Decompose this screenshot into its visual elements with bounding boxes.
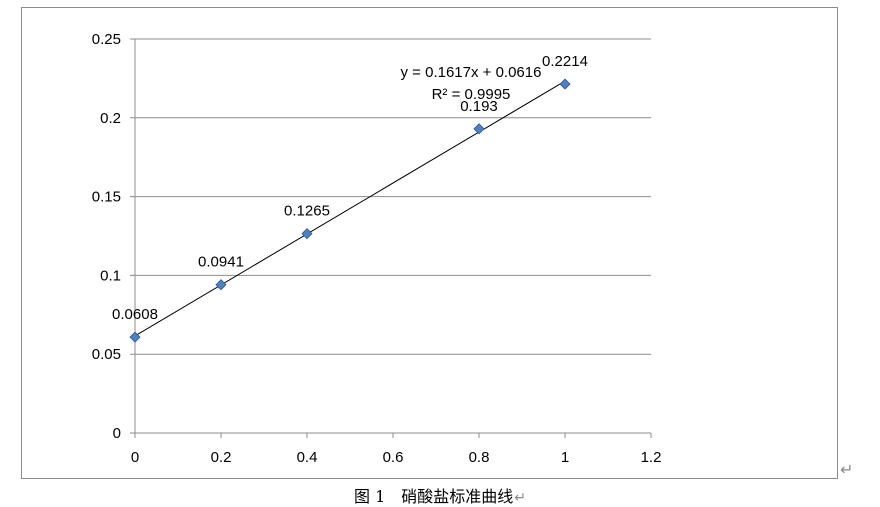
x-tick-label: 0.2 <box>211 449 232 466</box>
caption-text: 图 1 硝酸盐标准曲线 <box>353 487 514 506</box>
data-label: 0.2214 <box>542 53 588 70</box>
data-point <box>129 331 141 343</box>
x-tick-label: 0.8 <box>469 449 490 466</box>
data-point <box>473 123 485 135</box>
paragraph-mark: ↵ <box>514 490 526 506</box>
trendline <box>134 80 566 337</box>
x-tick-label: 0.4 <box>297 449 318 466</box>
x-tick-label: 1.2 <box>641 449 662 466</box>
y-tick-label: 0.25 <box>92 31 121 48</box>
trendline-r-squared: R² = 0.9995 <box>432 86 511 103</box>
edge-paragraph-mark: ↵ <box>840 460 854 479</box>
trendline-equation: y = 0.1617x + 0.0616 <box>401 64 542 81</box>
chart-area <box>21 7 838 479</box>
x-tick-label: 0.6 <box>383 449 404 466</box>
y-tick-label: 0.05 <box>92 346 121 363</box>
data-point <box>301 228 313 240</box>
y-tick-label: 0.2 <box>100 110 121 127</box>
data-point <box>559 78 571 90</box>
data-point <box>215 279 227 291</box>
data-label: 0.0608 <box>112 306 158 323</box>
figure-caption: 图 1 硝酸盐标准曲线↵ <box>0 483 880 507</box>
y-tick-label: 0.15 <box>92 189 121 206</box>
x-tick-label: 1 <box>561 449 569 466</box>
x-tick-label: 0 <box>131 449 139 466</box>
data-label: 0.0941 <box>198 254 244 271</box>
y-tick-label: 0.1 <box>100 267 121 284</box>
y-tick-label: 0 <box>113 425 121 442</box>
data-label: 0.1265 <box>284 203 330 220</box>
data-label: 0.193 <box>460 98 498 115</box>
